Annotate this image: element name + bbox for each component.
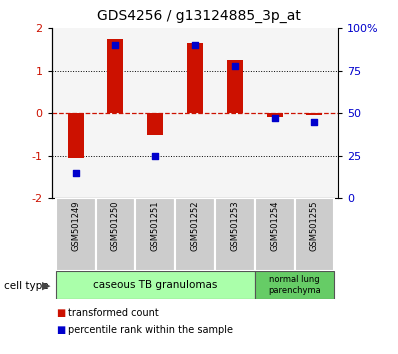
Bar	[215, 198, 255, 271]
Text: GSM501251: GSM501251	[151, 200, 160, 251]
Text: ■: ■	[56, 325, 65, 335]
Bar	[147, 113, 163, 135]
Text: GSM501255: GSM501255	[310, 200, 319, 251]
Bar	[68, 113, 84, 158]
Text: cell type: cell type	[4, 281, 49, 291]
Bar	[255, 271, 334, 299]
Point	[232, 63, 238, 69]
Text: normal lung
parenchyma: normal lung parenchyma	[268, 275, 321, 295]
Bar	[227, 60, 243, 113]
Bar	[56, 271, 255, 299]
Text: GDS4256 / g13124885_3p_at: GDS4256 / g13124885_3p_at	[97, 9, 301, 23]
Text: GSM501249: GSM501249	[71, 200, 80, 251]
Point	[311, 119, 318, 125]
Bar	[56, 198, 96, 271]
Point	[152, 153, 158, 159]
Bar	[255, 198, 295, 271]
Text: ■: ■	[56, 308, 65, 318]
Point	[112, 42, 119, 48]
Bar	[306, 113, 322, 115]
Point	[72, 170, 79, 176]
Text: GSM501253: GSM501253	[230, 200, 239, 251]
Bar	[295, 198, 334, 271]
Text: GSM501254: GSM501254	[270, 200, 279, 251]
Point	[271, 115, 278, 121]
Bar	[107, 39, 123, 113]
Bar	[175, 198, 215, 271]
Text: ▶: ▶	[41, 281, 50, 291]
Bar	[187, 43, 203, 113]
Bar	[267, 113, 283, 117]
Text: transformed count: transformed count	[68, 308, 158, 318]
Text: GSM501252: GSM501252	[191, 200, 199, 251]
Text: percentile rank within the sample: percentile rank within the sample	[68, 325, 233, 335]
Bar	[135, 198, 175, 271]
Bar	[96, 198, 135, 271]
Text: caseous TB granulomas: caseous TB granulomas	[93, 280, 217, 290]
Text: GSM501250: GSM501250	[111, 200, 120, 251]
Point	[192, 42, 198, 48]
